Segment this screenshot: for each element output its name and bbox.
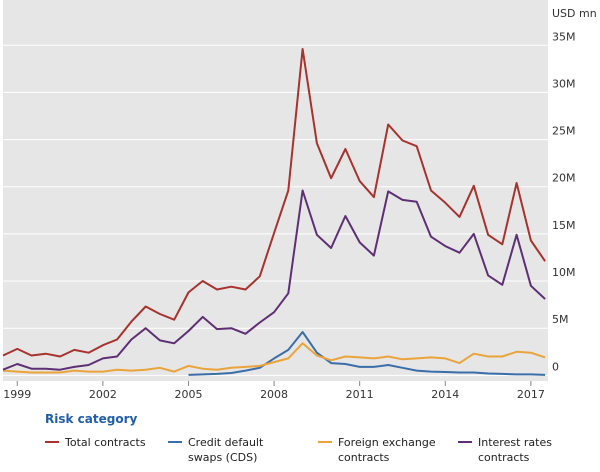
series-line bbox=[2, 342, 546, 374]
y-tick-label: 35M bbox=[552, 30, 576, 43]
y-tick-label: 25M bbox=[552, 125, 576, 138]
series-line bbox=[2, 48, 546, 358]
x-tick-label: 1999 bbox=[3, 388, 31, 401]
legend-swatch bbox=[45, 441, 59, 443]
legend-label: Interest rates contracts bbox=[478, 436, 552, 464]
series-line bbox=[2, 189, 546, 371]
x-tick-label: 2005 bbox=[174, 388, 202, 401]
y-tick-label: 10M bbox=[552, 266, 576, 279]
x-tick-label: 2017 bbox=[517, 388, 545, 401]
legend-item[interactable]: Foreign exchange contracts bbox=[318, 435, 450, 465]
legend-swatch bbox=[168, 441, 182, 443]
legend-item[interactable]: Total contracts bbox=[45, 435, 177, 450]
y-tick-label: 20M bbox=[552, 172, 576, 185]
legend-item[interactable]: Interest rates contracts bbox=[458, 435, 590, 465]
legend-label: Credit default swaps (CDS) bbox=[188, 436, 264, 464]
x-tick-label: 2002 bbox=[89, 388, 117, 401]
y-tick-label: 15M bbox=[552, 219, 576, 232]
y-tick-label: 5M bbox=[552, 313, 569, 326]
legend-swatch bbox=[458, 441, 472, 443]
x-tick-label: 2011 bbox=[346, 388, 374, 401]
chart: USD mn 0 5M 10M 15M 20M 25M 30M 35M 1999 2002 2005… bbox=[2, 0, 597, 401]
legend-item[interactable]: Credit default swaps (CDS) bbox=[168, 435, 300, 465]
series-line bbox=[188, 331, 546, 376]
y-tick-label: 0 bbox=[552, 360, 559, 373]
x-tick-label: 2014 bbox=[431, 388, 459, 401]
legend-swatch bbox=[318, 441, 332, 443]
y-axis-label: USD mn bbox=[552, 7, 597, 20]
legend-label: Total contracts bbox=[65, 436, 146, 449]
y-tick-label: 30M bbox=[552, 77, 576, 90]
plot-area bbox=[3, 0, 548, 381]
legend-label: Foreign exchange contracts bbox=[338, 436, 436, 464]
x-tick-label: 2008 bbox=[260, 388, 288, 401]
legend-title: Risk category bbox=[45, 412, 138, 426]
